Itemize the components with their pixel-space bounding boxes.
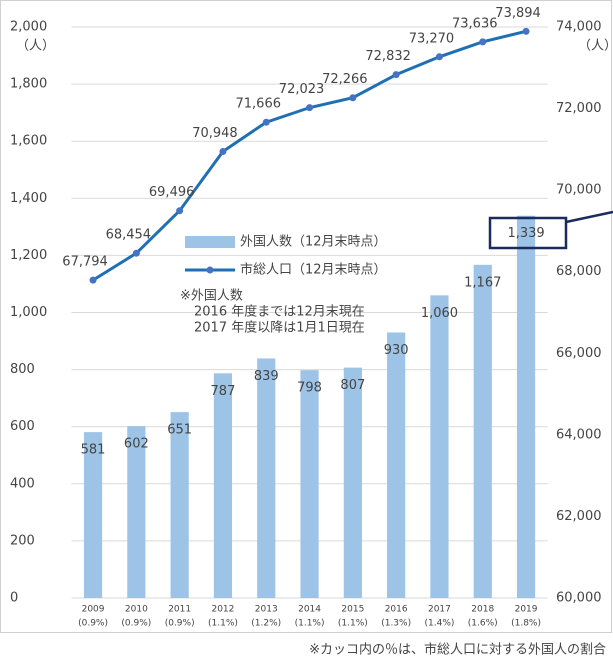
- x-tick-label: 2014: [298, 605, 321, 615]
- y2-tick-label: 64,000: [556, 427, 602, 442]
- y-tick-label: 1,200: [10, 248, 47, 263]
- y-tick-label: 600: [10, 419, 35, 434]
- line-value-label: 70,948: [192, 126, 238, 141]
- bar: [257, 358, 276, 598]
- y-tick-label: 200: [10, 533, 35, 548]
- y2-tick-label: 74,000: [556, 20, 602, 35]
- x-tick-sublabel: (1.1%): [208, 619, 238, 629]
- y2-unit: （人）: [578, 39, 613, 54]
- line-point: [435, 53, 443, 61]
- x-tick-sublabel: (1.6%): [468, 619, 498, 629]
- bar: [83, 432, 103, 598]
- line-point: [479, 38, 487, 46]
- line-point: [89, 276, 97, 284]
- bar-value-label: 1,339: [507, 226, 544, 241]
- y2-tick-label: 66,000: [556, 346, 602, 361]
- note: 2016 年度までは12月末現在: [194, 304, 365, 320]
- line-point: [262, 118, 270, 126]
- bar-value-label: 798: [297, 381, 322, 396]
- line-point: [392, 71, 400, 79]
- footnote: ※カッコ内の％は、市総人口に対する外国人の割合: [309, 642, 606, 658]
- y-tick-label: 0: [10, 591, 18, 606]
- line-point: [219, 147, 227, 155]
- x-tick-label: 2016: [385, 605, 408, 615]
- x-tick-sublabel: (1.3%): [381, 619, 411, 629]
- frame: [0, 0, 612, 633]
- line-value-label: 67,794: [62, 255, 108, 270]
- highlight-pointer: [565, 210, 613, 224]
- bar: [300, 370, 319, 598]
- bar: [343, 367, 362, 598]
- line-value-label: 68,454: [106, 228, 152, 243]
- legend-swatch: [185, 236, 235, 248]
- y-tick-label: 400: [10, 476, 35, 491]
- line-value-label: 72,266: [322, 72, 368, 87]
- x-tick-sublabel: (1.4%): [425, 619, 455, 629]
- bar: [387, 332, 406, 598]
- line-value-label: 73,636: [452, 16, 498, 31]
- bar-value-label: 602: [124, 437, 149, 452]
- bar: [516, 215, 536, 598]
- y-tick-label: 1,800: [10, 77, 47, 92]
- y2-tick-label: 62,000: [556, 509, 602, 524]
- x-tick-sublabel: (1.2%): [251, 619, 281, 629]
- bar: [473, 264, 492, 598]
- line-value-label: 73,894: [495, 6, 541, 21]
- x-tick-label: 2018: [471, 605, 494, 615]
- bar: [213, 373, 233, 598]
- x-tick-sublabel: (0.9%): [121, 619, 151, 629]
- bar: [170, 412, 189, 598]
- bar-value-label: 839: [254, 369, 279, 384]
- bar-value-label: 1,167: [464, 275, 501, 290]
- y-tick-label: 1,000: [10, 305, 47, 320]
- x-tick-sublabel: (0.9%): [78, 619, 108, 629]
- line-value-label: 69,496: [149, 185, 195, 200]
- line-value-label: 72,023: [279, 82, 325, 97]
- line-value-label: 73,270: [409, 31, 455, 46]
- note: ※外国人数: [180, 289, 243, 304]
- y-tick-label: 1,600: [10, 134, 47, 149]
- y2-tick-label: 72,000: [556, 101, 602, 116]
- x-tick-label: 2015: [341, 605, 364, 615]
- bar-value-label: 581: [81, 443, 106, 458]
- line-point: [522, 27, 530, 35]
- x-tick-label: 2012: [211, 605, 234, 615]
- bar-value-label: 930: [384, 343, 409, 358]
- line-point: [306, 104, 314, 112]
- x-tick-label: 2017: [428, 605, 451, 615]
- line-value-label: 71,666: [236, 97, 282, 112]
- y2-tick-label: 68,000: [556, 264, 602, 279]
- x-tick-sublabel: (1.8%): [511, 619, 541, 629]
- x-tick-label: 2019: [515, 605, 538, 615]
- bar-value-label: 807: [340, 378, 365, 393]
- line-value-label: 72,832: [365, 49, 411, 64]
- x-tick-sublabel: (1.1%): [295, 619, 325, 629]
- highlight-box: [488, 216, 568, 250]
- bar-value-label: 787: [211, 384, 236, 399]
- bar-value-label: 651: [167, 423, 192, 438]
- y-tick-label: 800: [10, 362, 35, 377]
- line-point: [349, 94, 357, 102]
- note: 2017 年度以降は1月1日現在: [194, 320, 365, 336]
- y-tick-label: 2,000: [10, 20, 47, 35]
- bar: [430, 295, 449, 598]
- y-unit: （人）: [16, 39, 55, 54]
- x-tick-label: 2010: [125, 605, 148, 615]
- legend-label: 外国人数（12月末時点）: [240, 235, 387, 250]
- legend-label: 市総人口（12月末時点）: [240, 262, 387, 278]
- y-tick-label: 1,400: [10, 191, 47, 206]
- x-tick-label: 2013: [255, 605, 278, 615]
- x-tick-sublabel: (0.9%): [165, 619, 195, 629]
- y2-tick-label: 70,000: [556, 183, 602, 198]
- bar-value-label: 1,060: [421, 306, 458, 321]
- x-tick-label: 2011: [168, 605, 191, 615]
- line-point: [176, 207, 184, 215]
- bar: [127, 426, 146, 598]
- line-point: [132, 249, 140, 257]
- x-tick-label: 2009: [82, 605, 105, 615]
- legend-swatch: [206, 266, 214, 274]
- y2-tick-label: 60,000: [556, 591, 602, 606]
- x-tick-sublabel: (1.1%): [338, 619, 368, 629]
